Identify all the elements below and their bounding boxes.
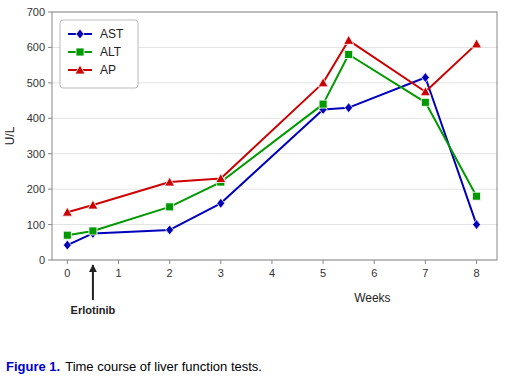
x-tick-label: 7 (422, 267, 428, 279)
point (62, 207, 72, 216)
x-tick-label: 3 (218, 267, 224, 279)
legend-box (60, 20, 138, 88)
y-tick (48, 189, 52, 190)
grid-line (52, 224, 497, 225)
legend-label: AST (100, 27, 124, 41)
y-tick-label: 0 (39, 254, 45, 266)
axes: 0 100 200 300 400 500 600 700 0 1 2 3 4 5 6 7 8 (27, 6, 480, 279)
legend-marker (76, 29, 84, 39)
x-tick-label: 6 (371, 267, 377, 279)
annotation-text: Erlotinib (71, 304, 116, 316)
point (166, 203, 174, 211)
caption: Figure 1. Time course of liver function t… (6, 359, 262, 374)
legend-marker (76, 48, 84, 56)
point (89, 227, 97, 235)
point (63, 231, 71, 239)
x-tick-label: 0 (64, 267, 70, 279)
point (473, 220, 481, 230)
legend-label: ALT (100, 45, 122, 59)
annotation-arrow (92, 265, 94, 300)
y-tick-label: 600 (27, 41, 45, 53)
y-tick (48, 153, 52, 154)
grid-line (52, 189, 497, 190)
point (472, 39, 482, 48)
point (345, 103, 353, 113)
point (473, 192, 481, 200)
caption-label: Figure 1. (6, 359, 60, 374)
point (165, 177, 175, 186)
x-tick-label: 1 (115, 267, 121, 279)
y-tick-label: 700 (27, 6, 45, 18)
grid-line (52, 118, 497, 119)
x-tick-label: 8 (473, 267, 479, 279)
point (217, 198, 225, 208)
point (421, 73, 429, 83)
point (216, 174, 226, 183)
plot-frame (52, 12, 497, 260)
y-tick (48, 224, 52, 225)
y-tick-label: 300 (27, 148, 45, 160)
legend-label: AP (100, 63, 116, 77)
y-tick (48, 47, 52, 48)
point (420, 87, 430, 96)
x-tick (169, 260, 170, 264)
x-tick (425, 260, 426, 264)
x-tick (118, 260, 119, 264)
point (421, 98, 429, 106)
x-tick-label: 2 (167, 267, 173, 279)
y-tick (48, 82, 52, 83)
y-tick (48, 12, 52, 13)
y-tick (48, 260, 52, 261)
x-tick (220, 260, 221, 264)
x-tick (476, 260, 477, 264)
grid (52, 12, 497, 260)
legend-marker (75, 65, 85, 74)
point (344, 35, 354, 44)
point (318, 78, 328, 87)
x-tick (323, 260, 324, 264)
point (166, 225, 174, 235)
x-axis-label: Weeks (354, 291, 390, 305)
legend: AST ALT AP (60, 20, 138, 88)
chart: 0 100 200 300 400 500 600 700 0 1 2 3 4 5 6 7 8 U/L Weeks A… (0, 0, 511, 381)
y-tick-label: 400 (27, 112, 45, 124)
point (63, 240, 71, 250)
x-tick (374, 260, 375, 264)
x-tick-label: 4 (269, 267, 275, 279)
y-tick-label: 100 (27, 219, 45, 231)
y-tick-label: 200 (27, 183, 45, 195)
caption-text: Time course of liver function tests. (65, 359, 262, 374)
point (88, 200, 98, 209)
x-tick (271, 260, 272, 264)
y-axis-label: U/L (3, 126, 17, 145)
y-tick-label: 500 (27, 77, 45, 89)
y-tick (48, 118, 52, 119)
x-tick (67, 260, 68, 264)
point (319, 100, 327, 108)
x-tick-label: 5 (320, 267, 326, 279)
point (345, 51, 353, 59)
